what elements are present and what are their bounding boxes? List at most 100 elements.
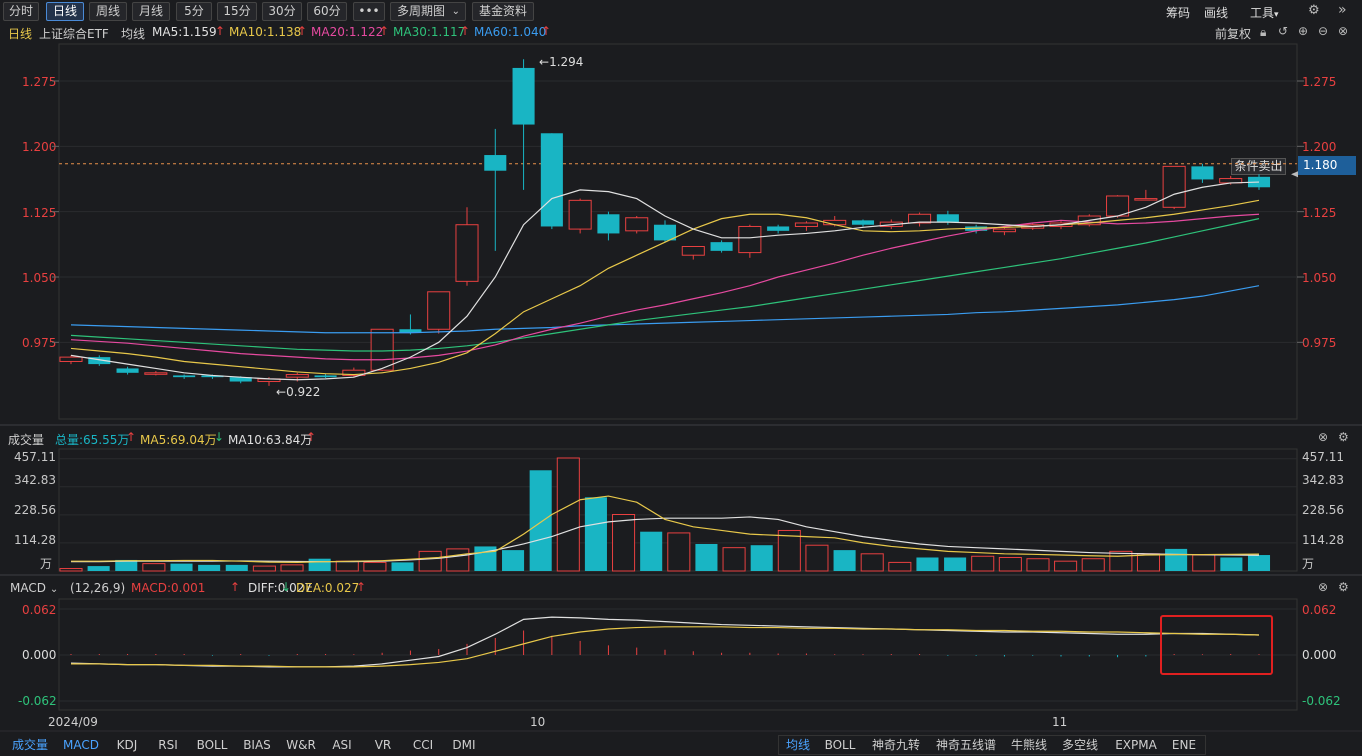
volume-ma5: MA5:69.04万 [140,433,217,447]
indicator-tab-kdj[interactable]: KDJ [116,738,138,752]
ma60-line [70,285,1260,334]
settings-icon[interactable]: ⚙ [1308,3,1320,18]
zoom-out-icon[interactable]: ⊖ [1318,24,1329,38]
close-icon[interactable]: ⊗ [1318,580,1329,594]
period-button-daily[interactable]: 日线 [46,2,84,21]
period-button[interactable]: 15分 [217,2,257,21]
volume-tick: 342.83 [1302,473,1344,487]
volume-bar [695,543,718,571]
ma-label[interactable]: 均线 [121,27,146,41]
overlay-tab-nine[interactable]: 神奇九转 [871,738,920,752]
candle-body [794,222,818,227]
volume-bar [998,556,1022,572]
arrow-left-icon: ← [539,55,550,69]
down-arrow-icon: ↓ [214,430,225,444]
candle-body [370,328,394,371]
price-pointer-icon [1291,171,1298,178]
candle-body [173,375,196,378]
volume-title: 成交量 [8,433,45,447]
condition-sell-tag[interactable]: 条件卖出 [1231,158,1286,175]
indicator-tab-asi[interactable]: ASI [332,738,352,752]
tools-label: 工具 [1250,6,1275,20]
ma5-value: MA5:1.159 [152,25,217,39]
volume-bar [888,561,912,572]
volume-bar [971,555,995,572]
overlay-tab-ma[interactable]: 均线 [785,738,810,752]
settings-icon[interactable]: ⚙ [1338,580,1349,594]
volume-ma10: MA10:63.84万 [228,433,313,447]
indicator-tab-wr[interactable]: W&R [286,738,316,752]
overlay-tab-longshort[interactable]: 多空线 [1061,738,1098,752]
indicator-tab-volume[interactable]: 成交量 [11,738,48,752]
multi-period-label: 多周期图 [397,4,446,18]
fund-info-button[interactable]: 基金资料 [472,2,534,21]
overlay-tab-five[interactable]: 神奇五线谱 [935,738,996,752]
macd-diff-line [70,616,1260,668]
chevron-down-icon: ⌄ [451,6,460,17]
candle-body [201,375,224,378]
macd-dea-line [71,626,1260,668]
indicator-tab-vr[interactable]: VR [374,738,392,752]
candle-body [455,224,479,282]
indicator-tab-dmi[interactable]: DMI [452,738,476,752]
date-label: 10 [530,715,546,729]
overlay-tab-boll[interactable]: BOLL [824,738,856,752]
diff-value: DIFF:0.027 [248,581,313,595]
close-icon[interactable]: ⊗ [1318,430,1329,444]
overlay-tab-ene[interactable]: ENE [1171,738,1197,752]
chips-button[interactable]: 筹码 [1166,6,1191,20]
draw-line-button[interactable]: 画线 [1204,6,1229,20]
candle-body [427,291,451,330]
overlay-tab-expma[interactable]: EXPMA [1115,738,1157,752]
price-tick: 0.975 [1302,336,1337,350]
period-button[interactable]: 月线 [132,2,170,21]
candle-body [681,246,705,256]
indicator-tab-cci[interactable]: CCI [412,738,434,752]
indicator-tab-macd[interactable]: MACD [63,738,99,752]
volume-bar [1081,558,1105,572]
volume-tick: 457.11 [1302,450,1344,464]
candle-body [540,133,563,227]
lock-icon[interactable]: 🔒︎ [1260,25,1267,39]
candle-body [568,199,592,230]
tools-button[interactable]: 工具▾ [1250,4,1279,21]
ma60-value: MA60:1.040 [474,25,547,39]
period-button[interactable]: 30分 [262,2,302,21]
candle-body [1191,166,1214,180]
volume-bar [667,532,691,572]
candle-body [936,214,959,223]
macd-tick: -0.062 [18,694,57,708]
macd-dropdown[interactable]: MACD ⌄ [10,581,58,595]
up-arrow-icon: ↑ [230,580,241,594]
high-marker: ←1.294 [539,55,583,69]
period-button[interactable]: 60分 [307,2,347,21]
period-button[interactable]: 5分 [176,2,212,21]
indicator-tab-boll[interactable]: BOLL [196,738,228,752]
undo-icon[interactable]: ↺ [1278,24,1289,38]
date-label: 11 [1052,715,1068,729]
more-periods-button[interactable]: ••• [353,2,385,21]
volume-bar [142,563,166,572]
candle-body [59,356,83,362]
period-button[interactable]: 分时 [3,2,39,21]
candle-body [908,213,932,224]
adjust-mode[interactable]: 前复权 [1215,27,1252,41]
collapse-icon[interactable]: » [1338,2,1347,18]
settings-icon[interactable]: ⚙ [1338,430,1349,444]
price-tick: 1.125 [1302,206,1337,220]
overlay-tab-bullbear[interactable]: 牛熊线 [1010,738,1047,752]
indicator-tab-bias[interactable]: BIAS [243,738,271,752]
zoom-in-icon[interactable]: ⊕ [1298,24,1309,38]
period-button[interactable]: 周线 [89,2,127,21]
volume-ma10-line [71,516,1260,563]
close-icon[interactable]: ⊗ [1338,24,1349,38]
volume-bar [1247,555,1271,571]
candle-body [314,375,337,378]
macd-tick: 0.062 [22,603,57,617]
volume-bar [87,566,110,571]
indicator-tab-rsi[interactable]: RSI [158,738,178,752]
volume-bar [833,550,856,571]
multi-period-dropdown[interactable]: 多周期图 ⌄ [390,2,466,21]
